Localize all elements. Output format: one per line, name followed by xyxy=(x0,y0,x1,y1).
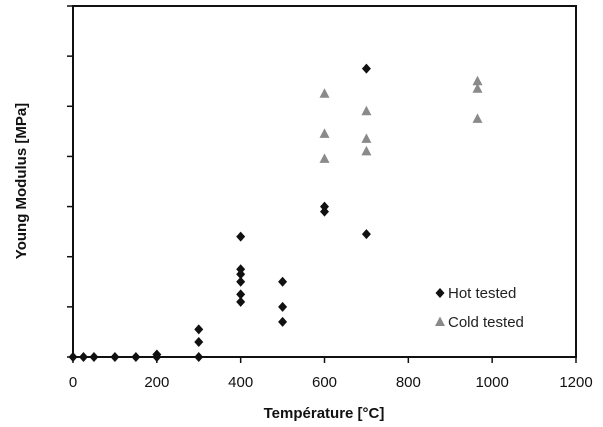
x-tick-label: 200 xyxy=(144,374,169,391)
hot-tested-point xyxy=(78,352,88,362)
cold-tested-point xyxy=(472,83,483,93)
legend-label-cold-tested: Cold tested xyxy=(448,314,524,331)
x-axis-tick-labels: 0 200 400 600 800 1000 1200 xyxy=(69,374,593,391)
legend-label-hot-tested: Hot tested xyxy=(448,285,516,302)
cold-tested-point xyxy=(472,75,483,86)
hot-tested-point xyxy=(278,316,288,327)
hot-tested-point xyxy=(320,206,329,217)
hot-tested-point xyxy=(361,229,371,240)
cold-tested-point xyxy=(361,145,372,156)
legend-marker-hot-tested xyxy=(435,288,445,298)
hot-tested-point xyxy=(194,336,204,347)
legend: Hot tested Cold tested xyxy=(435,285,524,331)
y-axis-title: Young Modulus [MPa] xyxy=(13,103,30,259)
legend-item-cold-tested: Cold tested xyxy=(435,314,524,331)
hot-tested-point xyxy=(68,352,78,362)
hot-tested-point xyxy=(89,352,99,362)
hot-tested-point xyxy=(320,201,329,212)
legend-marker-cold-tested xyxy=(435,316,445,326)
hot-tested-point xyxy=(236,276,246,287)
x-tick-label: 1200 xyxy=(559,374,592,391)
x-tick-label: 600 xyxy=(312,374,337,391)
x-tick-label: 400 xyxy=(228,374,253,391)
cold-tested-point xyxy=(319,153,330,163)
hot-tested-point xyxy=(236,269,246,280)
legend-item-hot-tested: Hot tested xyxy=(435,285,516,302)
hot-tested-point xyxy=(236,289,246,300)
cold-tested-point xyxy=(361,133,372,143)
x-tick-label: 800 xyxy=(396,374,421,391)
cold-tested-point xyxy=(472,113,483,123)
hot-tested-point xyxy=(236,231,246,242)
hot-tested-point xyxy=(194,352,204,362)
hot-tested-point xyxy=(110,352,120,362)
hot-tested-point xyxy=(278,276,288,287)
x-tick-label: 0 xyxy=(69,374,77,391)
x-tick-label: 1000 xyxy=(475,374,508,391)
hot-tested-point xyxy=(152,349,162,360)
cold-tested-point xyxy=(319,88,330,98)
hot-tested-point xyxy=(194,324,204,335)
cold-tested-point xyxy=(361,105,372,116)
hot-tested-point xyxy=(361,63,371,74)
cold-tested-point xyxy=(319,128,330,138)
hot-tested-point xyxy=(131,352,141,362)
hot-tested-point xyxy=(236,296,246,307)
hot-tested-point xyxy=(236,264,246,275)
x-axis-title: Température [°C] xyxy=(264,405,385,422)
hot-tested-point xyxy=(278,301,288,312)
y-axis-ticks xyxy=(67,5,73,358)
plot-area xyxy=(72,5,577,358)
data-points xyxy=(68,63,483,362)
